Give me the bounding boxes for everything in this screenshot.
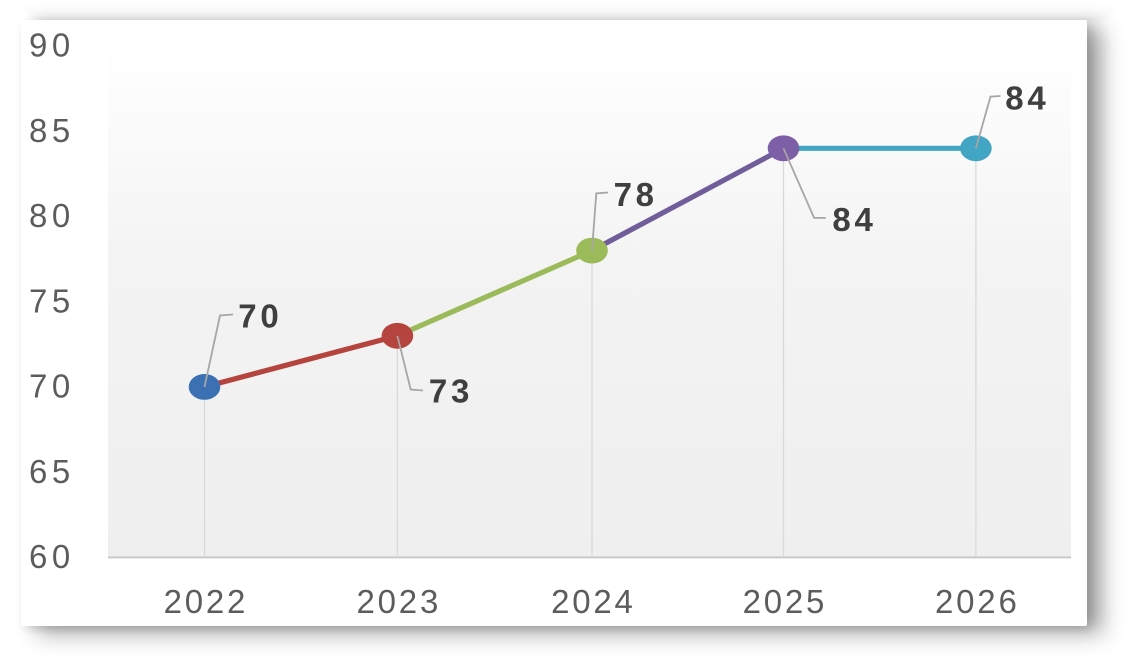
svg-text:2023: 2023	[356, 583, 441, 620]
svg-text:2024: 2024	[551, 583, 636, 620]
svg-text:84: 84	[832, 201, 876, 238]
svg-text:2025: 2025	[742, 583, 827, 620]
svg-text:60: 60	[28, 538, 74, 575]
svg-text:65: 65	[28, 453, 74, 490]
svg-text:90: 90	[28, 27, 74, 64]
svg-text:2026: 2026	[934, 583, 1019, 620]
svg-text:75: 75	[28, 282, 74, 319]
svg-text:73: 73	[428, 373, 472, 410]
svg-text:80: 80	[28, 197, 74, 234]
svg-text:2022: 2022	[163, 583, 248, 620]
svg-text:85: 85	[28, 112, 74, 149]
svg-text:78: 78	[613, 176, 657, 213]
svg-text:70: 70	[28, 368, 74, 405]
svg-text:84: 84	[1005, 80, 1049, 117]
svg-text:70: 70	[238, 297, 282, 334]
